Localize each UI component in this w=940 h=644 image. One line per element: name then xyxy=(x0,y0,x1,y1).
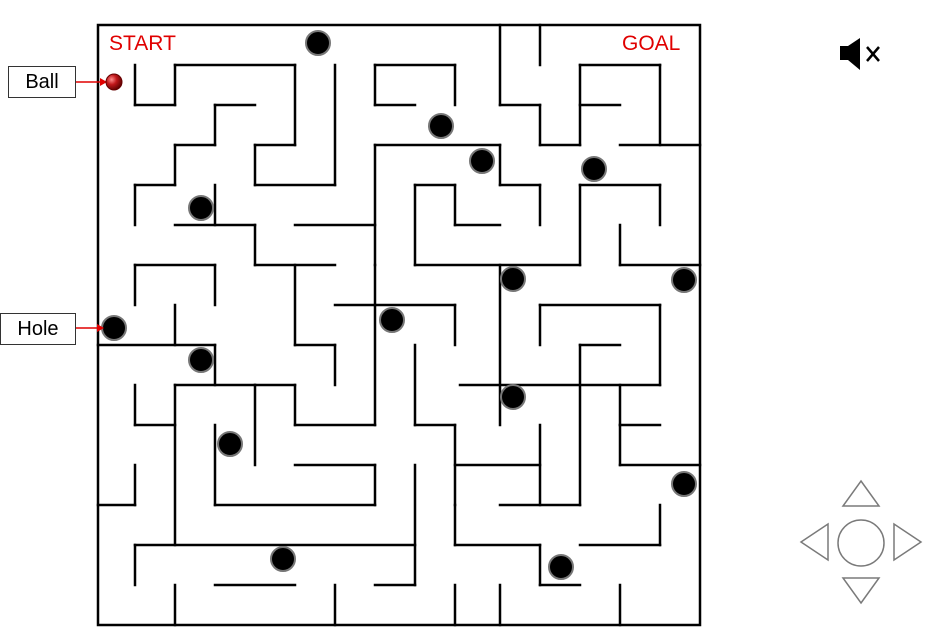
ball[interactable] xyxy=(105,73,123,91)
left-button[interactable] xyxy=(798,520,832,564)
hole xyxy=(188,195,214,221)
hole xyxy=(548,554,574,580)
speaker-muted-icon xyxy=(840,38,880,70)
hole-callout-arrowhead xyxy=(97,324,104,332)
hole xyxy=(671,471,697,497)
hole xyxy=(500,266,526,292)
arrow-right-icon xyxy=(893,522,923,562)
down-button[interactable] xyxy=(840,574,882,606)
center-button-icon xyxy=(837,519,885,567)
hole xyxy=(101,315,127,341)
ball-label: Ball xyxy=(8,66,76,98)
ball-callout-arrowhead xyxy=(100,78,107,86)
mute-button[interactable] xyxy=(838,36,888,72)
arrow-up-icon xyxy=(841,479,881,507)
hole xyxy=(428,113,454,139)
hole xyxy=(270,546,296,572)
up-button[interactable] xyxy=(840,478,882,510)
hole xyxy=(671,267,697,293)
center-button[interactable] xyxy=(836,518,886,568)
hole xyxy=(469,148,495,174)
hole xyxy=(581,156,607,182)
hole xyxy=(188,347,214,373)
goal-label: GOAL xyxy=(622,32,681,55)
maze-walls xyxy=(96,23,702,627)
hole xyxy=(500,384,526,410)
right-button[interactable] xyxy=(890,520,924,564)
hole xyxy=(217,431,243,457)
arrow-down-icon xyxy=(841,577,881,605)
arrow-left-icon xyxy=(799,522,829,562)
hole xyxy=(379,307,405,333)
maze-holes xyxy=(101,30,697,580)
start-label: START xyxy=(109,32,176,55)
hole-label: Hole xyxy=(0,313,76,345)
hole xyxy=(305,30,331,56)
